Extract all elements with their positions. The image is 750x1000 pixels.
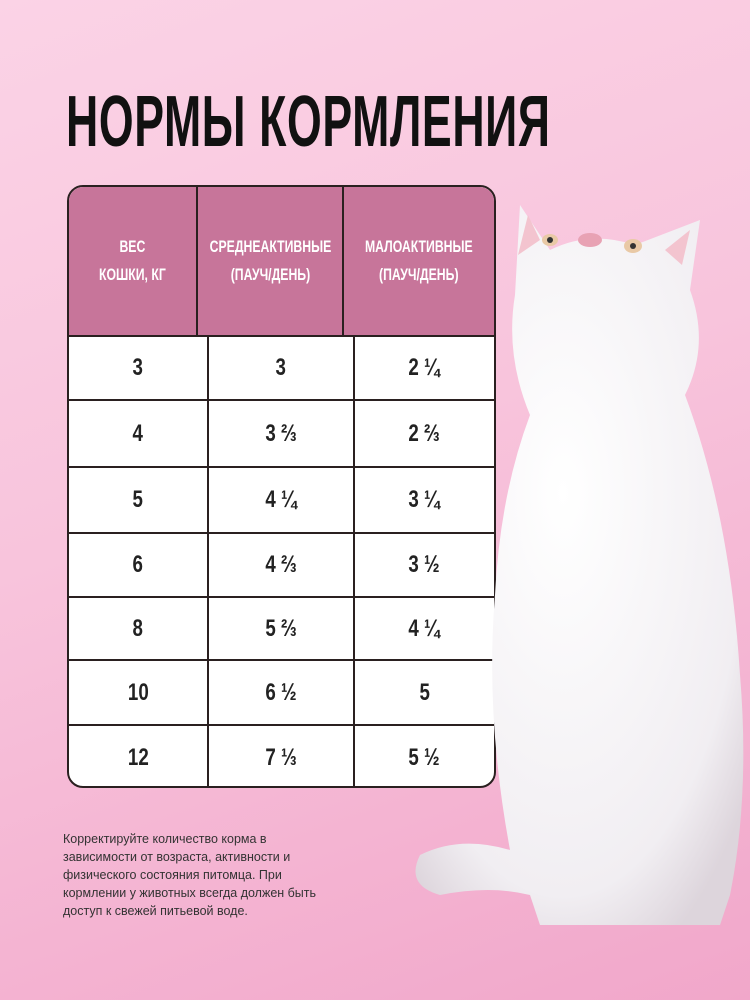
cell-value: 5 ⅔: [265, 614, 297, 642]
cell-value: 4 ⅔: [265, 551, 297, 578]
weight-cell: 6: [69, 534, 209, 596]
header-low-active: МАЛОАКТИВНЫЕ (ПАУЧ/ДЕНЬ): [344, 187, 494, 335]
low-active-cell: 3 ¼: [355, 468, 494, 532]
table-header-row: ВЕС КОШКИ, КГ СРЕДНЕАКТИВНЫЕ (ПАУЧ/ДЕНЬ)…: [69, 187, 494, 337]
cell-value: 5: [132, 486, 144, 513]
cell-value: 4: [132, 419, 144, 447]
cell-value: 3: [132, 354, 144, 381]
table-row: 10 6 ½ 5: [69, 661, 494, 726]
table-row: 8 5 ⅔ 4 ¼: [69, 598, 494, 661]
low-active-cell: 5 ½: [355, 726, 494, 786]
weight-cell: 12: [69, 726, 209, 786]
table-row: 6 4 ⅔ 3 ½: [69, 534, 494, 598]
low-active-cell: 4 ¼: [355, 598, 494, 659]
weight-cell: 10: [69, 661, 209, 724]
cell-value: 8: [132, 614, 144, 642]
weight-cell: 8: [69, 598, 209, 659]
page-title: НОРМЫ КОРМЛЕНИЯ: [66, 82, 551, 162]
cell-value: 2 ⅔: [408, 419, 441, 447]
cell-value: 2 ¼: [408, 354, 441, 381]
low-active-cell: 2 ⅔: [355, 401, 494, 466]
table-row: 4 3 ⅔ 2 ⅔: [69, 401, 494, 468]
medium-active-cell: 3 ⅔: [209, 401, 355, 466]
cell-value: 5 ½: [408, 743, 441, 771]
table-row: 5 4 ¼ 3 ¼: [69, 468, 494, 534]
table-row: 12 7 ⅓ 5 ½: [69, 726, 494, 786]
medium-active-cell: 5 ⅔: [209, 598, 355, 659]
low-active-cell: 2 ¼: [355, 337, 494, 399]
header-weight: ВЕС КОШКИ, КГ: [69, 187, 199, 335]
low-active-cell: 3 ½: [355, 534, 494, 596]
medium-active-cell: 4 ⅔: [209, 534, 355, 596]
medium-active-cell: 6 ½: [209, 661, 355, 724]
cell-value: 4 ¼: [408, 614, 441, 642]
cell-value: 3 ½: [408, 551, 441, 578]
header-label: ВЕС КОШКИ, КГ: [99, 237, 167, 284]
weight-cell: 4: [69, 401, 209, 466]
cell-value: 7 ⅓: [265, 743, 297, 771]
cat-image: [415, 205, 744, 925]
cell-value: 12: [127, 743, 149, 771]
low-active-cell: 5: [355, 661, 494, 724]
cell-value: 5: [419, 678, 430, 706]
table-row: 3 3 2 ¼: [69, 337, 494, 401]
cell-value: 4 ¼: [265, 486, 297, 513]
medium-active-cell: 3: [209, 337, 355, 399]
cell-value: 3 ⅔: [265, 419, 297, 447]
medium-active-cell: 7 ⅓: [209, 726, 355, 786]
cell-value: 6: [132, 551, 144, 578]
cell-value: 3: [275, 354, 287, 381]
weight-cell: 3: [69, 337, 209, 399]
cell-value: 6 ½: [265, 678, 297, 706]
weight-cell: 5: [69, 468, 209, 532]
header-medium-active: СРЕДНЕАКТИВНЫЕ (ПАУЧ/ДЕНЬ): [198, 187, 345, 335]
feeding-table: ВЕС КОШКИ, КГ СРЕДНЕАКТИВНЫЕ (ПАУЧ/ДЕНЬ)…: [67, 185, 496, 788]
cell-value: 3 ¼: [408, 486, 441, 513]
header-label: СРЕДНЕАКТИВНЫЕ (ПАУЧ/ДЕНЬ): [209, 237, 332, 284]
header-label: МАЛОАКТИВНЫЕ (ПАУЧ/ДЕНЬ): [365, 237, 474, 284]
medium-active-cell: 4 ¼: [209, 468, 355, 532]
feeding-note: Корректируйте количество корма в зависим…: [63, 832, 317, 918]
cell-value: 10: [127, 678, 149, 706]
